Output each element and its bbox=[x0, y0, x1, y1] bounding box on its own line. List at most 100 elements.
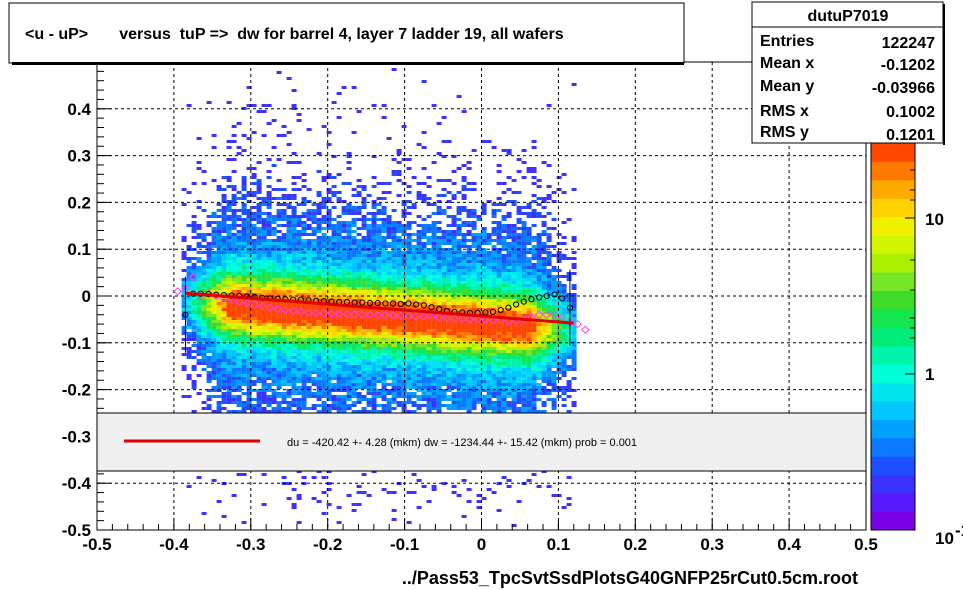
heatmap-cell bbox=[406, 266, 412, 269]
heatmap-cell bbox=[356, 290, 362, 293]
heatmap-cell bbox=[496, 356, 502, 359]
heatmap-cell bbox=[231, 200, 237, 203]
heatmap-cell bbox=[351, 188, 357, 191]
heatmap-cell bbox=[396, 299, 402, 302]
heatmap-cell bbox=[291, 197, 297, 200]
heatmap-cell bbox=[301, 290, 307, 293]
heatmap-cell bbox=[346, 347, 352, 350]
heatmap-cell bbox=[316, 170, 322, 173]
heatmap-cell bbox=[291, 230, 297, 233]
heatmap-cell bbox=[516, 359, 522, 362]
heatmap-cell bbox=[411, 473, 417, 476]
heatmap-cell bbox=[256, 365, 262, 368]
heatmap-cell bbox=[236, 284, 242, 287]
heatmap-cell bbox=[301, 221, 307, 224]
heatmap-cell bbox=[341, 323, 347, 326]
heatmap-cell bbox=[361, 260, 367, 263]
heatmap-cell bbox=[436, 275, 442, 278]
heatmap-cell bbox=[431, 233, 437, 236]
heatmap-cell bbox=[516, 275, 522, 278]
heatmap-cell bbox=[361, 377, 367, 380]
heatmap-cell bbox=[371, 221, 377, 224]
heatmap-cell bbox=[336, 353, 342, 356]
heatmap-cell bbox=[411, 344, 417, 347]
heatmap-cell bbox=[336, 338, 342, 341]
heatmap-cell bbox=[426, 365, 432, 368]
heatmap-cell bbox=[301, 233, 307, 236]
heatmap-cell bbox=[366, 314, 372, 317]
heatmap-cell bbox=[521, 356, 527, 359]
heatmap-cell bbox=[331, 374, 337, 377]
heatmap-cell bbox=[281, 281, 287, 284]
heatmap-cell bbox=[231, 362, 237, 365]
heatmap-cell bbox=[436, 401, 442, 404]
heatmap-cell bbox=[501, 380, 507, 383]
heatmap-cell bbox=[311, 257, 317, 260]
heatmap-cell bbox=[251, 269, 257, 272]
heatmap-cell bbox=[321, 260, 327, 263]
heatmap-cell bbox=[336, 245, 342, 248]
heatmap-cell bbox=[261, 374, 267, 377]
heatmap-cell bbox=[261, 248, 267, 251]
heatmap-cell bbox=[511, 320, 517, 323]
heatmap-cell bbox=[391, 353, 397, 356]
heatmap-cell bbox=[206, 407, 212, 410]
heatmap-cell bbox=[256, 332, 262, 335]
heatmap-cell bbox=[451, 326, 457, 329]
heatmap-cell bbox=[321, 323, 327, 326]
heatmap-cell bbox=[506, 392, 512, 395]
heatmap-cell bbox=[386, 359, 392, 362]
heatmap-cell bbox=[341, 407, 347, 410]
heatmap-cell bbox=[261, 362, 267, 365]
heatmap-cell bbox=[436, 290, 442, 293]
heatmap-cell bbox=[511, 311, 517, 314]
heatmap-cell bbox=[456, 299, 462, 302]
heatmap-cell bbox=[421, 353, 427, 356]
heatmap-cell bbox=[331, 326, 337, 329]
heatmap-cell bbox=[386, 401, 392, 404]
heatmap-cell bbox=[501, 407, 507, 410]
heatmap-cell bbox=[271, 302, 277, 305]
heatmap-cell bbox=[471, 242, 477, 245]
heatmap-cell bbox=[241, 353, 247, 356]
heatmap-cell bbox=[421, 338, 427, 341]
heatmap-cell bbox=[421, 398, 427, 401]
heatmap-cell bbox=[441, 230, 447, 233]
heatmap-cell bbox=[256, 389, 262, 392]
heatmap-cell bbox=[456, 350, 462, 353]
heatmap-cell bbox=[371, 320, 377, 323]
heatmap-cell bbox=[506, 287, 512, 290]
heatmap-cell bbox=[511, 356, 517, 359]
heatmap-cell bbox=[271, 332, 277, 335]
heatmap-cell bbox=[501, 287, 507, 290]
heatmap-cell bbox=[516, 221, 522, 224]
heatmap-cell bbox=[261, 272, 267, 275]
heatmap-cell bbox=[286, 371, 292, 374]
heatmap-cell bbox=[211, 308, 217, 311]
heatmap-cell bbox=[436, 257, 442, 260]
heatmap-cell bbox=[431, 359, 437, 362]
heatmap-cell bbox=[411, 371, 417, 374]
heatmap-cell bbox=[206, 335, 212, 338]
heatmap-cell bbox=[361, 362, 367, 365]
heatmap-cell bbox=[296, 266, 302, 269]
heatmap-cell bbox=[186, 281, 192, 284]
heatmap-cell bbox=[391, 386, 397, 389]
heatmap-cell bbox=[396, 266, 402, 269]
heatmap-cell bbox=[431, 320, 437, 323]
heatmap-cell bbox=[376, 332, 382, 335]
heatmap-cell bbox=[496, 395, 502, 398]
heatmap-cell bbox=[391, 371, 397, 374]
heatmap-cell bbox=[266, 386, 272, 389]
heatmap-cell bbox=[466, 311, 472, 314]
heatmap-cell bbox=[406, 362, 412, 365]
heatmap-cell bbox=[426, 347, 432, 350]
heatmap-cell bbox=[446, 395, 452, 398]
heatmap-cell bbox=[521, 233, 527, 236]
heatmap-cell bbox=[336, 362, 342, 365]
heatmap-cell bbox=[411, 383, 417, 386]
heatmap-cell bbox=[456, 260, 462, 263]
heatmap-cell bbox=[371, 317, 377, 320]
heatmap-cell bbox=[501, 269, 507, 272]
heatmap-cell bbox=[316, 368, 322, 371]
